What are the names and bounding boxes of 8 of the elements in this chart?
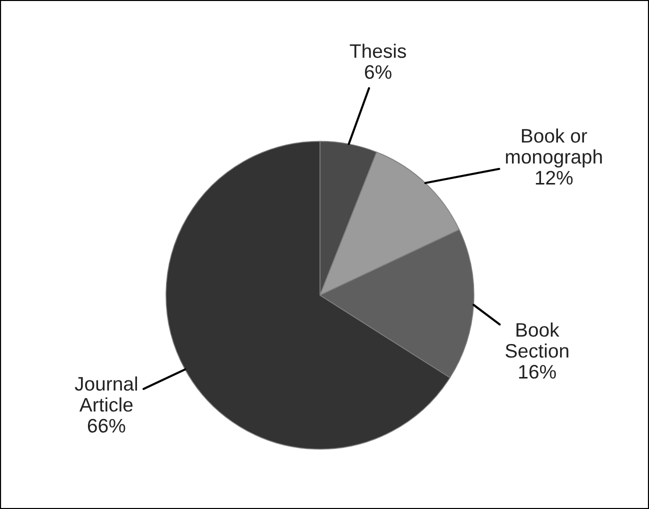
data-label: 6%: [364, 65, 392, 79]
data-label: 16%: [519, 364, 556, 379]
slice-label: Book or monograph: [506, 128, 602, 168]
slice-label: Thesis: [350, 44, 406, 58]
data-label: 66%: [88, 418, 126, 433]
slice-label: Book Section: [506, 322, 568, 358]
data-label: 12%: [536, 170, 573, 185]
slice-label: Journal Article: [74, 376, 138, 412]
